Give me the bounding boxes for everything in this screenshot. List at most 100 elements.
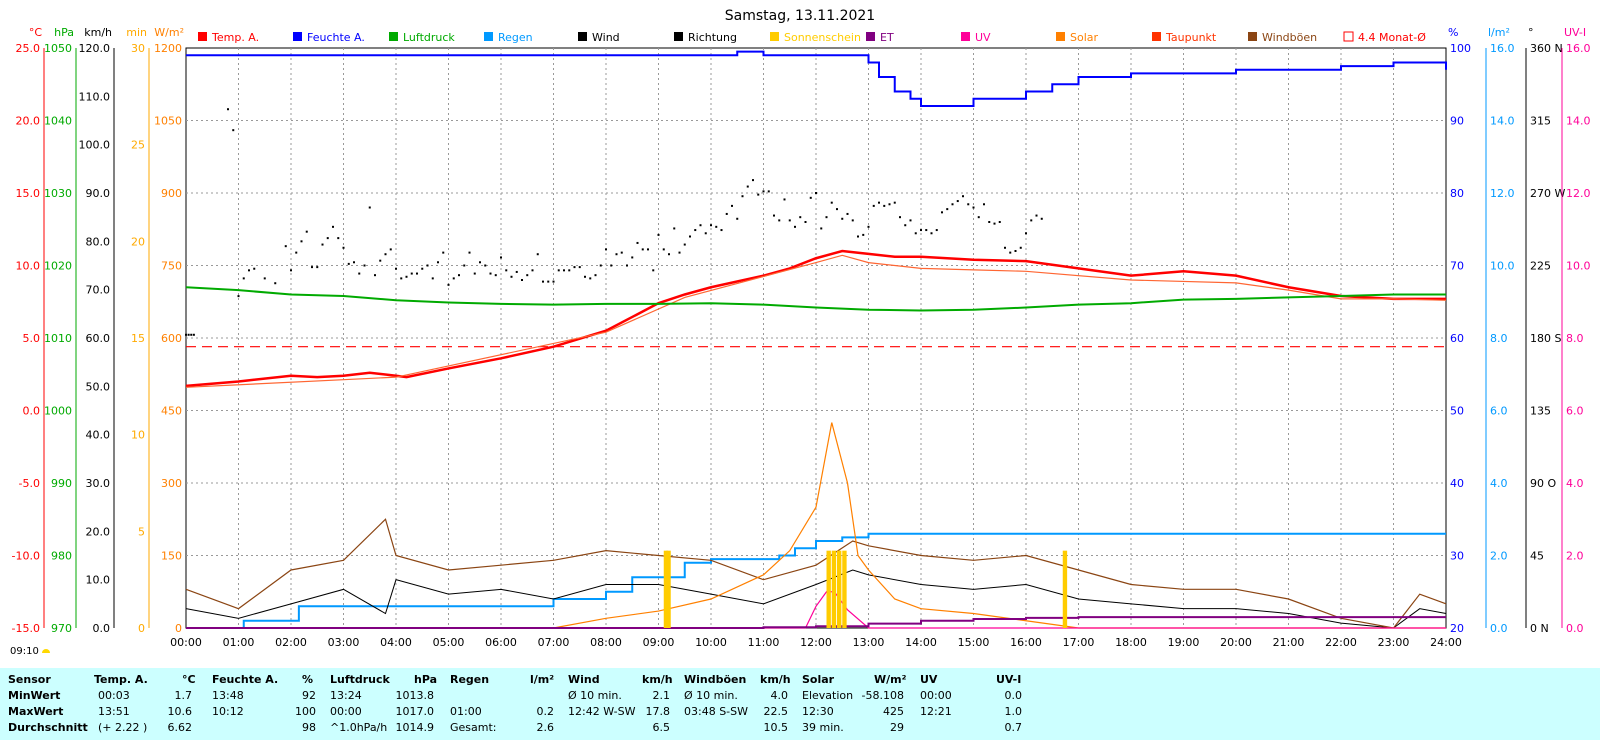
direction-point	[846, 212, 849, 215]
direction-point	[773, 214, 775, 217]
legend-label: UV	[975, 31, 991, 44]
direction-point	[909, 219, 912, 222]
direction-point	[872, 204, 875, 207]
direction-point	[242, 277, 245, 280]
axis-tick-label: 270 W	[1530, 187, 1565, 200]
axis-tick-label: 0	[138, 622, 145, 635]
direction-point	[384, 253, 387, 256]
x-tick-label: 00:00	[170, 636, 202, 649]
direction-point	[400, 277, 403, 280]
direction-point	[421, 267, 424, 270]
sunshine-bar	[826, 550, 831, 628]
axis-tick-label: 0 N	[1530, 622, 1549, 635]
direction-point	[956, 200, 959, 203]
table-header: km/h	[760, 673, 791, 686]
direction-point	[972, 206, 975, 209]
direction-point	[358, 272, 361, 275]
x-tick-label: 16:00	[1010, 636, 1042, 649]
direction-point	[830, 201, 833, 204]
table-header: Windböen	[684, 673, 747, 686]
direction-point	[284, 245, 287, 248]
direction-point	[946, 208, 949, 211]
table-row-label: MinWert	[8, 689, 61, 702]
direction-point	[993, 222, 996, 225]
legend-label: Taupunkt	[1165, 31, 1217, 44]
direction-point	[610, 264, 613, 267]
legend-label: Richtung	[688, 31, 737, 44]
axis-tick-label: 40.0	[86, 429, 111, 442]
direction-point	[746, 185, 749, 188]
direction-point	[190, 333, 193, 336]
direction-point	[657, 233, 660, 236]
legend-swatch	[674, 32, 683, 41]
legend-swatch	[961, 32, 970, 41]
direction-point	[935, 229, 938, 232]
axis-unit: %	[1448, 26, 1458, 39]
axis-tick-label: 20.0	[16, 115, 41, 128]
x-tick-label: 17:00	[1063, 636, 1095, 649]
direction-point	[715, 225, 718, 228]
legend-swatch	[1056, 32, 1065, 41]
direction-point	[494, 274, 497, 277]
direction-point	[825, 216, 828, 219]
axis-unit: km/h	[84, 26, 112, 39]
table-cell: 425	[883, 705, 904, 718]
axis-tick-label: 1010	[44, 332, 72, 345]
axis-tick-label: 8.0	[1566, 332, 1584, 345]
direction-point	[463, 264, 466, 267]
axis-tick-label: 315	[1530, 115, 1551, 128]
axis-tick-label: 50.0	[86, 380, 111, 393]
chart-legend: Temp. A. Feuchte A. Luftdruck Regen Wind Rich…	[198, 31, 1426, 44]
axis-tick-label: 4.0	[1490, 477, 1508, 490]
direction-point	[510, 275, 513, 278]
direction-point	[426, 264, 429, 267]
axis-tick-label: 1030	[44, 187, 72, 200]
x-tick-label: 23:00	[1378, 636, 1410, 649]
axis-tick-label: 20	[131, 235, 145, 248]
axis-tick-label: 0.0	[93, 622, 111, 635]
direction-point	[951, 203, 954, 206]
axis-tick-label: 60.0	[86, 332, 111, 345]
table-cell: 1.7	[174, 689, 193, 702]
axis-tick-label: 450	[161, 405, 182, 418]
direction-point	[521, 279, 523, 281]
direction-point	[683, 243, 686, 246]
direction-point	[668, 253, 670, 256]
x-tick-label: 19:00	[1168, 636, 1200, 649]
direction-point	[673, 227, 676, 230]
direction-point	[1040, 217, 1043, 220]
direction-point	[395, 267, 397, 270]
axis-unit: °	[1528, 26, 1534, 39]
direction-point	[851, 219, 854, 222]
direction-point	[326, 237, 329, 240]
direction-point	[227, 108, 229, 111]
axis-tick-label: 90.0	[86, 187, 111, 200]
x-tick-label: 24:00	[1430, 636, 1462, 649]
axis-tick-label: 14.0	[1490, 115, 1515, 128]
direction-point	[187, 333, 190, 336]
direction-point	[930, 232, 933, 235]
axis-tick-label: 990	[51, 477, 72, 490]
direction-point	[389, 248, 392, 251]
x-tick-label: 08:00	[590, 636, 622, 649]
direction-point	[248, 269, 250, 272]
direction-point	[311, 266, 313, 269]
direction-point	[484, 264, 487, 267]
direction-point	[893, 201, 896, 204]
direction-point	[809, 196, 812, 199]
axis-tick-label: 0	[175, 622, 182, 635]
table-cell: 0.7	[1004, 721, 1023, 734]
axis-tick-label: 0.0	[1566, 622, 1584, 635]
axis-tick-label: 30.0	[86, 477, 111, 490]
axis-tick-label: 16.0	[1490, 42, 1515, 55]
axis-tick-label: 180 S	[1530, 332, 1561, 345]
axis-tick-label: -5.0	[19, 477, 40, 490]
direction-point	[752, 179, 754, 182]
x-tick-label: 14:00	[905, 636, 937, 649]
axis-tick-label: 1000	[44, 405, 72, 418]
axis-tick-label: 8.0	[1490, 332, 1508, 345]
direction-point	[815, 192, 817, 194]
table-cell: 6.62	[167, 721, 193, 734]
legend-label: Feuchte A.	[307, 31, 365, 44]
axis-tick-label: 750	[161, 260, 182, 273]
